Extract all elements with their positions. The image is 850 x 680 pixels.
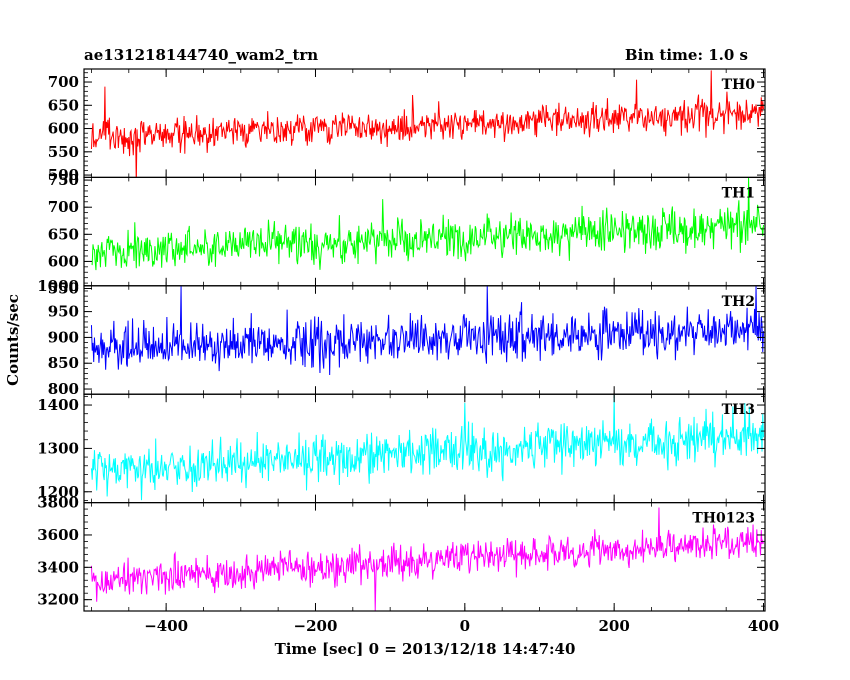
y-tick-label: 500 — [48, 166, 79, 184]
y-tick-label: 700 — [48, 73, 79, 91]
series-line-th0123 — [90, 507, 764, 612]
y-tick-label: 1400 — [37, 396, 79, 414]
panel-th0123: 3200 3400 3600 3800 TH0123 — [37, 494, 766, 612]
series-line-th3 — [90, 394, 765, 501]
y-tick-label: 750 — [48, 171, 79, 189]
panel-th1: 550 600 650 700 750 TH1 — [48, 171, 766, 298]
panel-th0: 500 550 600 650 700 TH0 — [48, 68, 766, 184]
y-tick-label: 1000 — [37, 277, 79, 295]
y-tick-label: 900 — [48, 328, 79, 346]
y-tick-label: 800 — [48, 380, 79, 398]
chart-title: ae131218144740_wam2_trn — [84, 46, 318, 64]
x-tick-label: 400 — [748, 617, 779, 635]
y-tick-label: 650 — [48, 96, 79, 114]
panel-label: TH0 — [722, 77, 756, 93]
panel-label: TH3 — [722, 402, 755, 418]
panel-th3: 1200 1300 1400 TH3 — [37, 393, 766, 504]
y-tick-label: 3400 — [37, 558, 79, 576]
y-axis-label: Counts/sec — [4, 294, 22, 386]
y-tick-label: 600 — [48, 252, 79, 270]
series-line-th0 — [90, 70, 765, 178]
panel-label: TH0123 — [692, 511, 755, 527]
y-tick-label: 550 — [48, 143, 79, 161]
y-tick-label: 1200 — [37, 483, 79, 501]
y-tick-label: 950 — [48, 303, 79, 321]
x-axis: −400 −200 0 200 400 — [144, 617, 779, 635]
x-axis-label: Time [sec] 0 = 2013/12/18 14:47:40 — [275, 640, 576, 658]
y-tick-label: 1300 — [37, 439, 79, 457]
y-tick-label: 3800 — [37, 494, 79, 512]
x-tick-label: 200 — [599, 617, 630, 635]
y-tick-label: 850 — [48, 354, 79, 372]
x-tick-label: 0 — [460, 617, 470, 635]
panel-label: TH1 — [722, 185, 755, 201]
y-tick-label: 700 — [48, 198, 79, 216]
x-tick-label: −400 — [144, 617, 188, 635]
panel-th2: 800 850 900 950 1000 TH2 — [37, 277, 766, 398]
panel-frame — [83, 502, 766, 612]
y-tick-label: 3600 — [37, 526, 79, 544]
series-line-th2 — [90, 285, 765, 376]
bin-time-label: Bin time: 1.0 s — [625, 46, 748, 64]
series-line-th1 — [91, 177, 765, 271]
x-tick-label: −200 — [294, 617, 338, 635]
panel-label: TH2 — [722, 294, 755, 310]
y-tick-label: 650 — [48, 225, 79, 243]
y-tick-label: 550 — [48, 280, 79, 298]
y-tick-label: 600 — [48, 120, 79, 138]
y-tick-label: 3200 — [37, 591, 79, 609]
